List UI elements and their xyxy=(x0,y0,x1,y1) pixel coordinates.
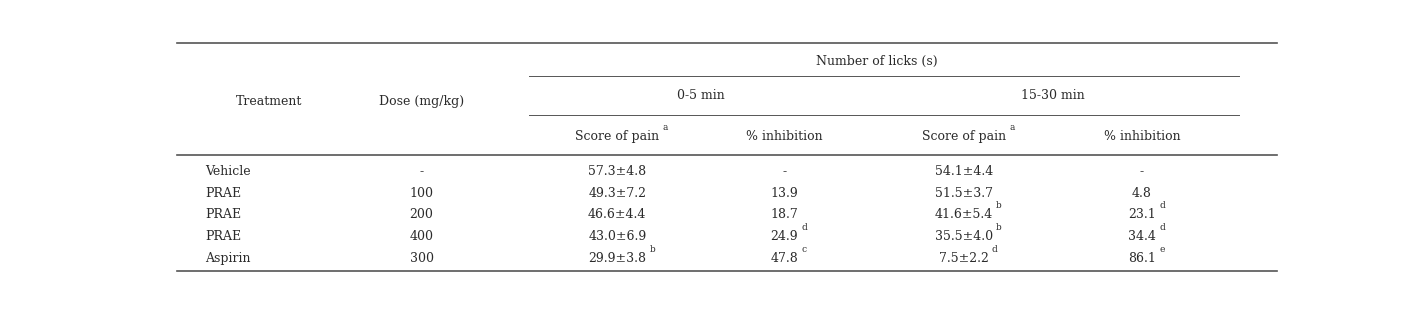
Text: d: d xyxy=(1159,223,1165,232)
Text: 0-5 min: 0-5 min xyxy=(677,89,725,102)
Text: 13.9: 13.9 xyxy=(771,187,799,200)
Text: 86.1: 86.1 xyxy=(1128,252,1155,265)
Text: 46.6±4.4: 46.6±4.4 xyxy=(587,208,647,221)
Text: 200: 200 xyxy=(410,208,433,221)
Text: c: c xyxy=(802,245,807,254)
Text: Dose (mg/kg): Dose (mg/kg) xyxy=(379,95,464,108)
Text: % inhibition: % inhibition xyxy=(1104,130,1181,143)
Text: b: b xyxy=(650,245,656,254)
Text: PRAE: PRAE xyxy=(204,208,241,221)
Text: 49.3±7.2: 49.3±7.2 xyxy=(589,187,646,200)
Text: Aspirin: Aspirin xyxy=(204,252,250,265)
Text: Treatment: Treatment xyxy=(236,95,302,108)
Text: -: - xyxy=(420,165,424,178)
Text: 34.4: 34.4 xyxy=(1128,230,1155,243)
Text: 100: 100 xyxy=(410,187,434,200)
Text: a: a xyxy=(1009,123,1015,132)
Text: 54.1±4.4: 54.1±4.4 xyxy=(935,165,993,178)
Text: d: d xyxy=(802,223,807,232)
Text: Number of licks (s): Number of licks (s) xyxy=(816,55,938,68)
Text: Vehicle: Vehicle xyxy=(204,165,251,178)
Text: d: d xyxy=(1159,201,1165,210)
Text: 51.5±3.7: 51.5±3.7 xyxy=(935,187,993,200)
Text: Score of pain: Score of pain xyxy=(921,130,1006,143)
Text: -: - xyxy=(782,165,786,178)
Text: % inhibition: % inhibition xyxy=(746,130,823,143)
Text: Score of pain: Score of pain xyxy=(575,130,660,143)
Text: 15-30 min: 15-30 min xyxy=(1020,89,1084,102)
Text: 18.7: 18.7 xyxy=(771,208,799,221)
Text: 4.8: 4.8 xyxy=(1132,187,1152,200)
Text: 400: 400 xyxy=(410,230,434,243)
Text: 29.9±3.8: 29.9±3.8 xyxy=(589,252,646,265)
Text: PRAE: PRAE xyxy=(204,230,241,243)
Text: -: - xyxy=(1139,165,1144,178)
Text: a: a xyxy=(663,123,668,132)
Text: 23.1: 23.1 xyxy=(1128,208,1155,221)
Text: 47.8: 47.8 xyxy=(771,252,799,265)
Text: PRAE: PRAE xyxy=(204,187,241,200)
Text: 43.0±6.9: 43.0±6.9 xyxy=(587,230,647,243)
Text: 300: 300 xyxy=(410,252,434,265)
Text: 41.6±5.4: 41.6±5.4 xyxy=(935,208,993,221)
Text: 35.5±4.0: 35.5±4.0 xyxy=(935,230,993,243)
Text: e: e xyxy=(1159,245,1165,254)
Text: 57.3±4.8: 57.3±4.8 xyxy=(589,165,646,178)
Text: 7.5±2.2: 7.5±2.2 xyxy=(939,252,989,265)
Text: b: b xyxy=(996,201,1002,210)
Text: 24.9: 24.9 xyxy=(771,230,799,243)
Text: d: d xyxy=(992,245,998,254)
Text: b: b xyxy=(996,223,1002,232)
